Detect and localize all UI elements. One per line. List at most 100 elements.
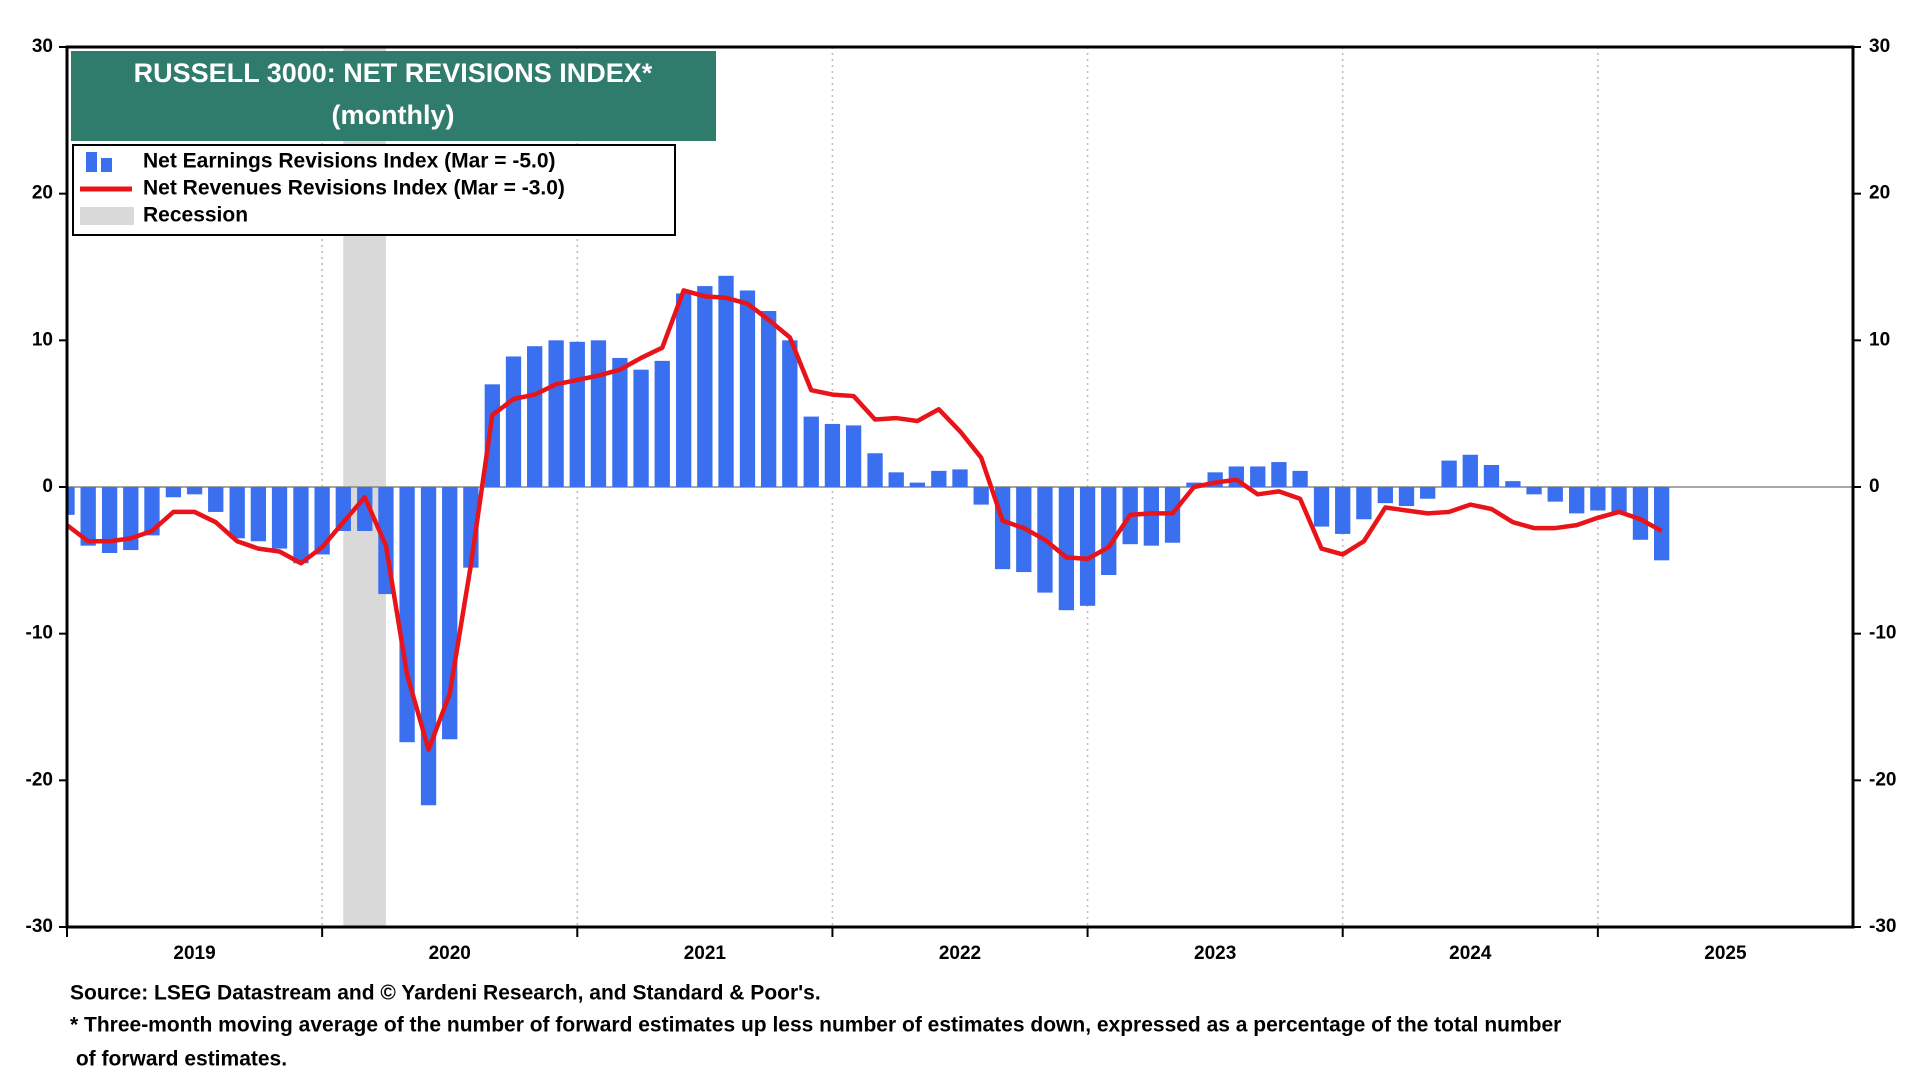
bar — [271, 487, 288, 549]
bar — [718, 275, 734, 487]
y2-tick-label: 30 — [1869, 36, 1890, 57]
bar — [1058, 487, 1075, 611]
bar — [548, 340, 564, 487]
bar — [952, 469, 968, 487]
bar — [1505, 481, 1521, 487]
bar — [654, 360, 670, 487]
bar — [1356, 487, 1372, 520]
x-tick-label: 2021 — [684, 943, 727, 964]
bar — [973, 487, 989, 505]
bar — [845, 425, 862, 487]
bar — [1483, 465, 1500, 487]
bar — [697, 286, 713, 487]
bar — [782, 340, 798, 487]
bar — [314, 487, 330, 555]
bar — [250, 487, 267, 542]
bar — [123, 487, 139, 551]
y-tick-label: -20 — [26, 769, 53, 790]
bar — [1462, 454, 1478, 487]
bar — [909, 482, 926, 487]
bar — [633, 369, 649, 487]
bar — [1377, 487, 1393, 504]
bar — [1653, 487, 1670, 561]
y-tick-label: -30 — [26, 916, 53, 937]
legend-swatch — [80, 207, 134, 225]
bar — [824, 423, 841, 487]
x-tick-label: 2019 — [173, 943, 215, 964]
bar — [590, 340, 607, 487]
bar — [803, 416, 819, 487]
bar — [1079, 487, 1096, 606]
bar — [293, 487, 309, 564]
bar — [1420, 487, 1436, 499]
y-tick-label: 0 — [42, 476, 53, 497]
y-tick-label: -10 — [26, 623, 53, 644]
bar — [1250, 466, 1266, 487]
y2-tick-label: 20 — [1869, 183, 1890, 204]
y-tick-label: 20 — [32, 183, 53, 204]
bar — [888, 472, 904, 487]
bar — [165, 487, 182, 498]
legend-label: Recession — [143, 204, 248, 227]
bar — [505, 356, 522, 487]
bar — [1547, 487, 1563, 502]
legend-swatch — [101, 158, 112, 172]
bar — [442, 487, 458, 740]
legend-label: Net Earnings Revisions Index (Mar = -5.0… — [143, 150, 556, 173]
y2-tick-label: -10 — [1869, 623, 1896, 644]
bar — [186, 487, 203, 495]
bar — [357, 487, 373, 531]
bar — [1313, 487, 1330, 527]
plot-area — [67, 47, 1853, 927]
y2-tick-label: -20 — [1869, 769, 1896, 790]
bar — [1292, 470, 1308, 487]
bar — [867, 453, 883, 487]
bar — [1590, 487, 1606, 511]
x-tick-label: 2025 — [1704, 943, 1747, 964]
x-tick-label: 2023 — [1194, 943, 1236, 964]
x-tick-label: 2020 — [429, 943, 471, 964]
bar — [101, 487, 118, 553]
x-tick-label: 2024 — [1449, 943, 1492, 964]
bar — [67, 487, 75, 515]
bar — [612, 357, 628, 487]
bar — [527, 346, 543, 487]
bar — [229, 487, 245, 539]
chart-subtitle: (monthly) — [332, 100, 455, 130]
y2-tick-label: 0 — [1869, 476, 1880, 497]
legend-swatch — [86, 152, 97, 172]
legend-label: Net Revenues Revisions Index (Mar = -3.0… — [143, 177, 565, 200]
bar — [1143, 487, 1160, 546]
bar — [931, 470, 947, 487]
bar — [80, 487, 96, 546]
x-tick-label: 2022 — [939, 943, 981, 964]
title-box — [71, 51, 716, 141]
bar — [760, 311, 777, 487]
footnote: of forward estimates. — [70, 1048, 287, 1071]
legend-box — [72, 144, 676, 236]
bar — [1569, 487, 1585, 514]
chart-title: RUSSELL 3000: NET REVISIONS INDEX* — [134, 58, 653, 88]
bar — [420, 487, 437, 806]
source-note: Source: LSEG Datastream and © Yardeni Re… — [70, 982, 821, 1005]
bar — [1335, 487, 1351, 534]
bar — [399, 487, 415, 743]
bar — [1526, 487, 1542, 495]
bar — [569, 341, 585, 487]
bar — [1271, 462, 1287, 487]
bar — [484, 384, 500, 487]
bar — [676, 293, 692, 487]
bar — [208, 487, 224, 512]
footnote: * Three-month moving average of the numb… — [70, 1014, 1561, 1037]
y-tick-label: 10 — [32, 329, 53, 350]
bar — [1611, 487, 1627, 512]
bar — [1441, 460, 1457, 487]
line — [67, 288, 1663, 752]
bar — [739, 290, 756, 487]
y-tick-label: 30 — [32, 36, 53, 57]
y2-tick-label: -30 — [1869, 916, 1896, 937]
bar — [1101, 487, 1117, 575]
bar — [1398, 487, 1415, 507]
